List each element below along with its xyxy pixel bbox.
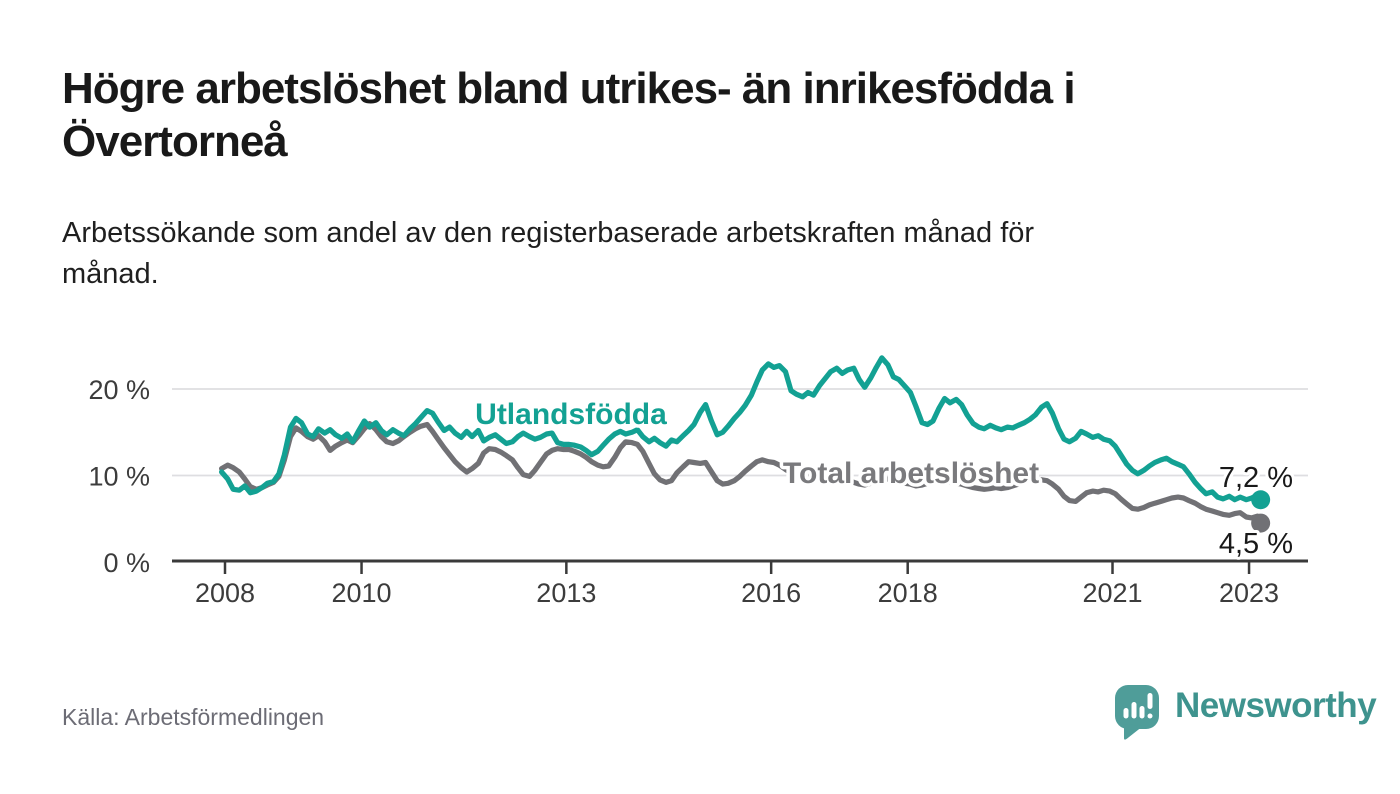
- newsworthy-logo-text: Newsworthy: [1175, 686, 1377, 725]
- y-axis-label-10: 10 %: [88, 462, 150, 492]
- page-title: Högre arbetslöshet bland utrikes- än inr…: [62, 62, 1362, 168]
- x-axis-label-2010: 2010: [332, 578, 392, 608]
- source-note: Källa: Arbetsförmedlingen: [62, 704, 325, 730]
- newsworthy-logo: Newsworthy: [1114, 684, 1377, 740]
- series-end-dot-utlandsf-dda: [1251, 490, 1271, 510]
- y-axis-label-20: 20 %: [88, 375, 150, 405]
- x-axis-label-2016: 2016: [741, 578, 801, 608]
- page-subtitle-line2: månad.: [62, 258, 159, 290]
- page-title-line1: Högre arbetslöshet bland utrikes- än inr…: [62, 64, 1076, 113]
- bar-chart-speech-bubble-icon: [1115, 685, 1159, 740]
- x-axis-label-2018: 2018: [878, 578, 938, 608]
- x-axis-label-2021: 2021: [1082, 578, 1142, 608]
- page-title-line2: Övertorneå: [62, 117, 288, 166]
- series-line-utlandsf-dda: [219, 355, 1264, 503]
- series-label-total-arbetsl-shet: Total arbetslöshet: [783, 457, 1039, 490]
- series-line-total-arbetsl-shet: [219, 420, 1264, 526]
- end-value-label-total-arbetsl-shet: 4,5 %: [1219, 528, 1293, 560]
- page-subtitle: Arbetssökande som andel av den registerb…: [62, 213, 1362, 295]
- x-axis-label-2013: 2013: [536, 578, 596, 608]
- page-subtitle-line1: Arbetssökande som andel av den registerb…: [62, 217, 1035, 249]
- series-label-utlandsf-dda: Utlandsfödda: [475, 398, 667, 431]
- x-axis-label-2023: 2023: [1219, 578, 1279, 608]
- end-value-label-utlandsf-dda: 7,2 %: [1219, 462, 1293, 494]
- y-axis-label-0: 0 %: [103, 548, 150, 578]
- unemployment-line-chart: 0 % 10 % 20 % 2008 2010 2013 2016 2018 2021 2023 T…: [88, 355, 1308, 608]
- x-axis-label-2008: 2008: [195, 578, 255, 608]
- series-end-dot-total-arbetsl-shet: [1251, 513, 1271, 533]
